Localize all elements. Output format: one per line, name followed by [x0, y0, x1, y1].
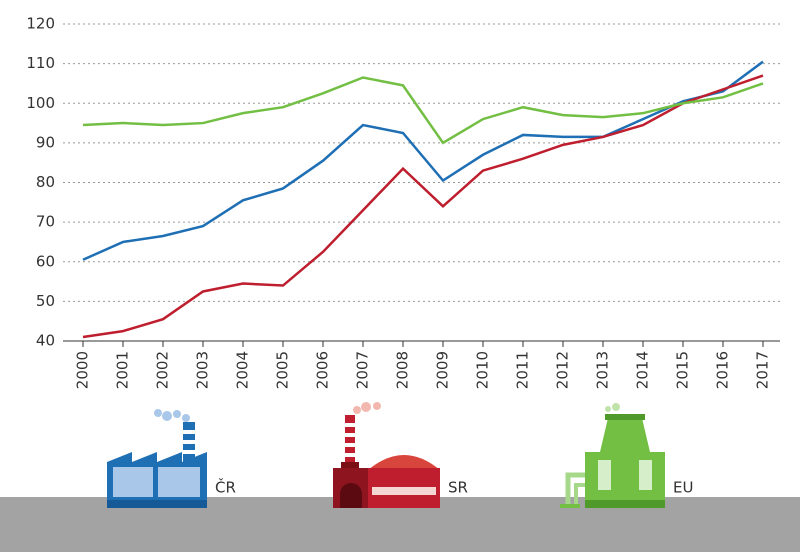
eu-icon	[560, 403, 665, 508]
x-tick-label: 2007	[354, 351, 372, 389]
x-tick-label: 2014	[634, 351, 652, 389]
x-tick-label: 2011	[514, 351, 532, 389]
legend-label: EU	[673, 479, 693, 497]
series-line	[82, 74, 764, 339]
x-tick-label: 2004	[234, 351, 252, 389]
y-tick-label: 110	[26, 54, 55, 72]
x-tick-label: 2001	[114, 351, 132, 389]
x-tick-label: 2000	[74, 351, 92, 389]
y-tick-label: 50	[36, 292, 55, 310]
x-tick-label: 2003	[194, 351, 212, 389]
x-tick-label: 2016	[714, 351, 732, 389]
series-line	[82, 60, 764, 261]
y-tick-label: 80	[36, 173, 55, 191]
series-line	[82, 76, 764, 145]
y-tick-label: 90	[36, 133, 55, 151]
x-tick-label: 2017	[754, 351, 772, 389]
x-tick-label: 2010	[474, 351, 492, 389]
x-tick-label: 2006	[314, 351, 332, 389]
sr-icon	[333, 402, 440, 508]
x-tick-label: 2005	[274, 351, 292, 389]
x-tick-label: 2002	[154, 351, 172, 389]
y-tick-label: 100	[26, 94, 55, 112]
y-tick-label: 60	[36, 252, 55, 270]
y-tick-label: 40	[36, 332, 55, 350]
x-tick-label: 2015	[674, 351, 692, 389]
legend-label: SR	[448, 479, 468, 497]
cr-icon	[107, 409, 207, 508]
x-tick-label: 2009	[434, 351, 452, 389]
y-tick-label: 120	[26, 15, 55, 33]
x-tick-label: 2013	[594, 351, 612, 389]
x-tick-label: 2008	[394, 351, 412, 389]
y-tick-label: 70	[36, 213, 55, 231]
legend-label: ČR	[215, 478, 236, 497]
x-tick-label: 2012	[554, 351, 572, 389]
